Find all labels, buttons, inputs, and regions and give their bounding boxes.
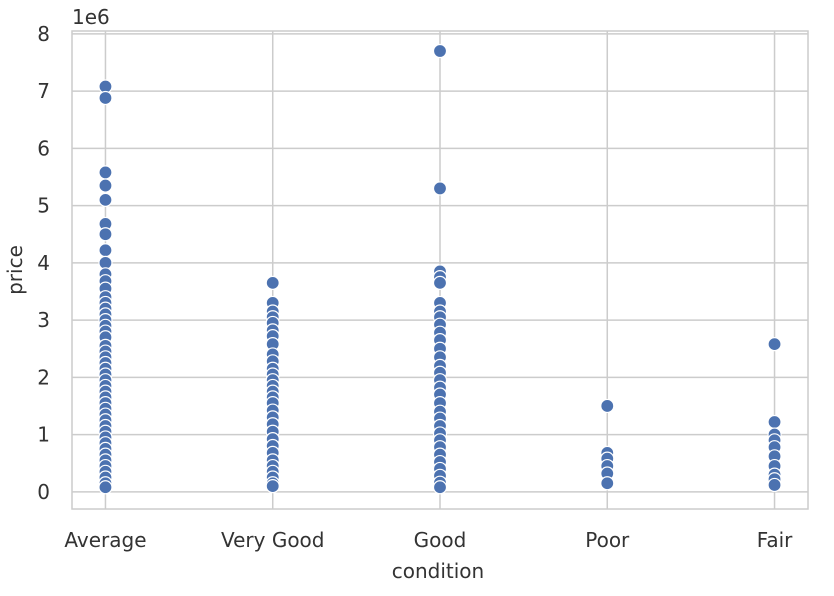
y-axis-label: price: [3, 245, 27, 295]
x-tick-label: Good: [414, 528, 467, 552]
data-point: [98, 480, 113, 495]
data-point: [767, 477, 782, 493]
y-tick-label: 8: [37, 22, 50, 46]
data-point: [432, 480, 448, 495]
y-offset-label: 1e6: [72, 5, 110, 29]
x-axis-label: condition: [392, 559, 484, 583]
y-tick-label: 4: [37, 251, 50, 275]
y-tick-label: 6: [37, 136, 50, 160]
data-point: [767, 414, 782, 430]
data-point: [98, 227, 113, 242]
y-tick-label: 2: [37, 365, 50, 389]
y-tick-label: 0: [37, 480, 50, 504]
x-tick-label: Fair: [757, 528, 793, 552]
x-tick-label: Poor: [585, 528, 630, 552]
data-point: [600, 398, 615, 414]
y-tick-label: 3: [37, 308, 50, 332]
data-point: [432, 275, 448, 290]
data-point: [767, 337, 782, 352]
y-tick-label: 1: [37, 423, 50, 447]
data-point: [98, 90, 113, 106]
y-tick-label: 5: [37, 194, 50, 218]
y-tick-label: 7: [37, 79, 50, 103]
data-point: [265, 479, 280, 494]
data-point: [98, 192, 113, 207]
x-axis-ticks: Average Very Good Good Poor Fair: [64, 528, 793, 552]
x-tick-label: Very Good: [221, 528, 325, 552]
data-point: [98, 178, 113, 193]
data-point: [98, 165, 113, 180]
data-point: [98, 243, 113, 258]
data-point: [432, 43, 448, 59]
data-point: [600, 476, 615, 491]
data-points: [98, 43, 782, 495]
y-axis-ticks: 0 1 2 3 4 5 6 7 8: [37, 22, 50, 504]
x-tick-label: Average: [64, 528, 146, 552]
data-point: [432, 181, 448, 196]
data-point: [265, 275, 280, 290]
